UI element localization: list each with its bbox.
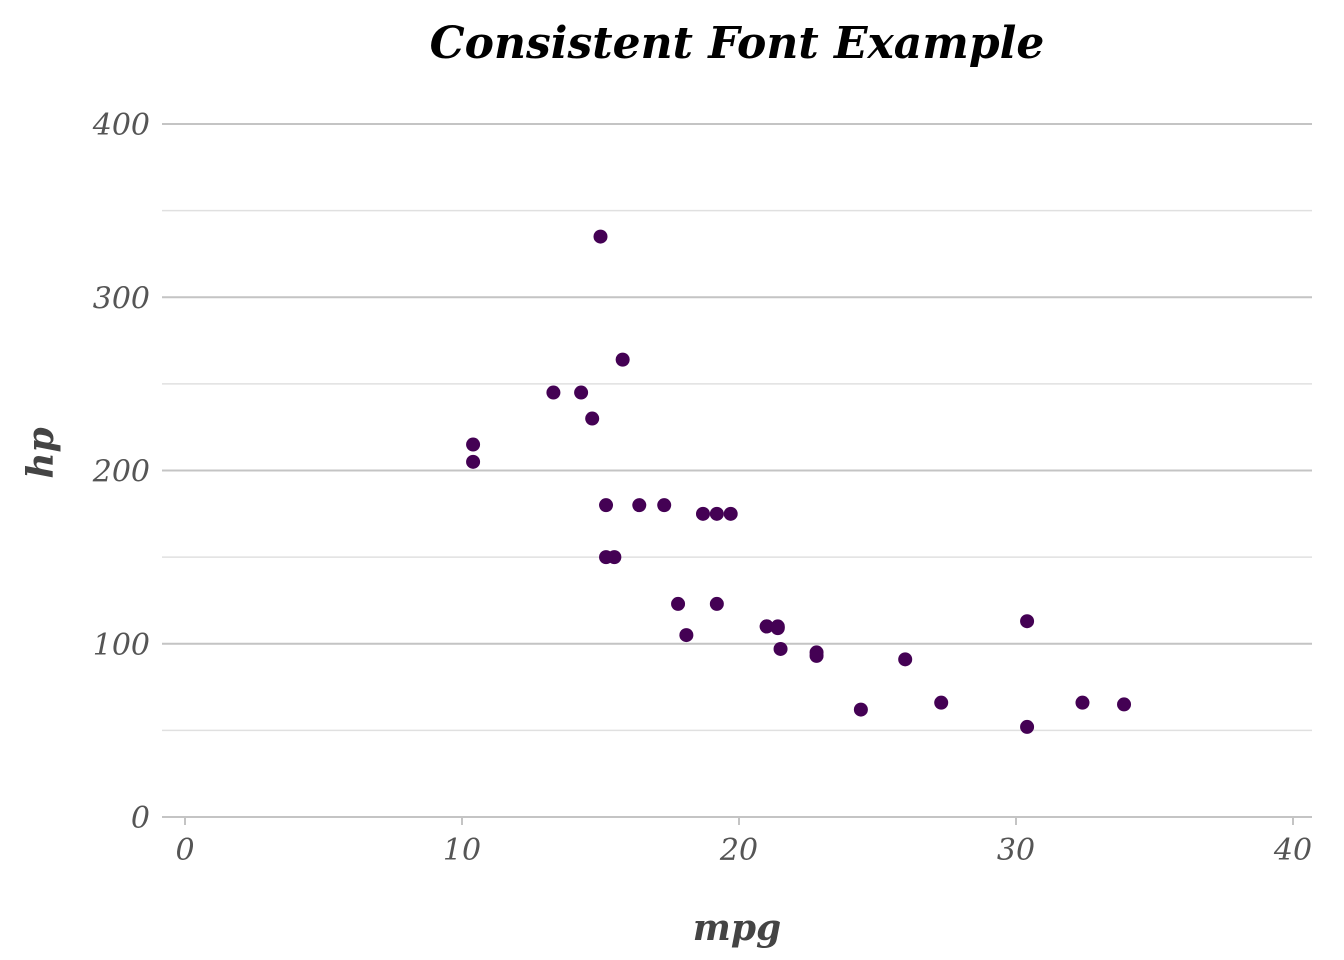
y-tick-label: 300 xyxy=(93,281,150,316)
data-points xyxy=(466,229,1132,734)
data-point xyxy=(934,695,949,710)
data-point xyxy=(853,702,868,717)
x-tick-label: 30 xyxy=(997,833,1035,868)
data-point xyxy=(632,498,647,513)
y-axis-label: hp xyxy=(20,427,62,478)
data-point xyxy=(657,498,672,513)
data-point xyxy=(599,550,614,565)
data-point xyxy=(615,352,630,367)
x-ticks xyxy=(184,817,1294,825)
data-point xyxy=(1020,719,1035,734)
data-point xyxy=(1075,695,1090,710)
x-tick-label: 0 xyxy=(175,833,194,868)
data-point xyxy=(898,652,913,667)
y-tick-label: 400 xyxy=(92,108,150,143)
data-point xyxy=(1117,697,1132,712)
chart-title: Consistent Font Example xyxy=(430,18,1045,69)
y-tick-label: 0 xyxy=(131,801,150,836)
data-point xyxy=(695,506,710,521)
data-point xyxy=(709,506,724,521)
data-point xyxy=(773,641,788,656)
data-point xyxy=(679,628,694,643)
data-point xyxy=(1020,614,1035,629)
data-point xyxy=(671,596,686,611)
x-tick-label: 20 xyxy=(719,833,758,868)
grid-lines xyxy=(162,123,1312,818)
x-tick-label: 10 xyxy=(443,833,481,868)
data-point xyxy=(770,621,785,636)
data-point xyxy=(709,596,724,611)
x-tick-labels: 0 10 20 30 40 xyxy=(175,833,1312,868)
data-point xyxy=(466,454,481,469)
y-tick-label: 100 xyxy=(93,628,150,663)
data-point xyxy=(593,229,608,244)
data-point xyxy=(546,385,561,400)
y-tick-labels: 0 100 200 300 400 xyxy=(92,108,150,836)
y-tick-label: 200 xyxy=(92,455,150,490)
data-point xyxy=(599,498,614,513)
data-point xyxy=(759,619,774,634)
data-point xyxy=(574,385,589,400)
data-point xyxy=(809,645,824,660)
data-point xyxy=(466,437,481,452)
x-axis-label: mpg xyxy=(693,907,781,949)
data-point xyxy=(585,411,600,426)
data-point xyxy=(723,506,738,521)
x-tick-label: 40 xyxy=(1273,833,1312,868)
